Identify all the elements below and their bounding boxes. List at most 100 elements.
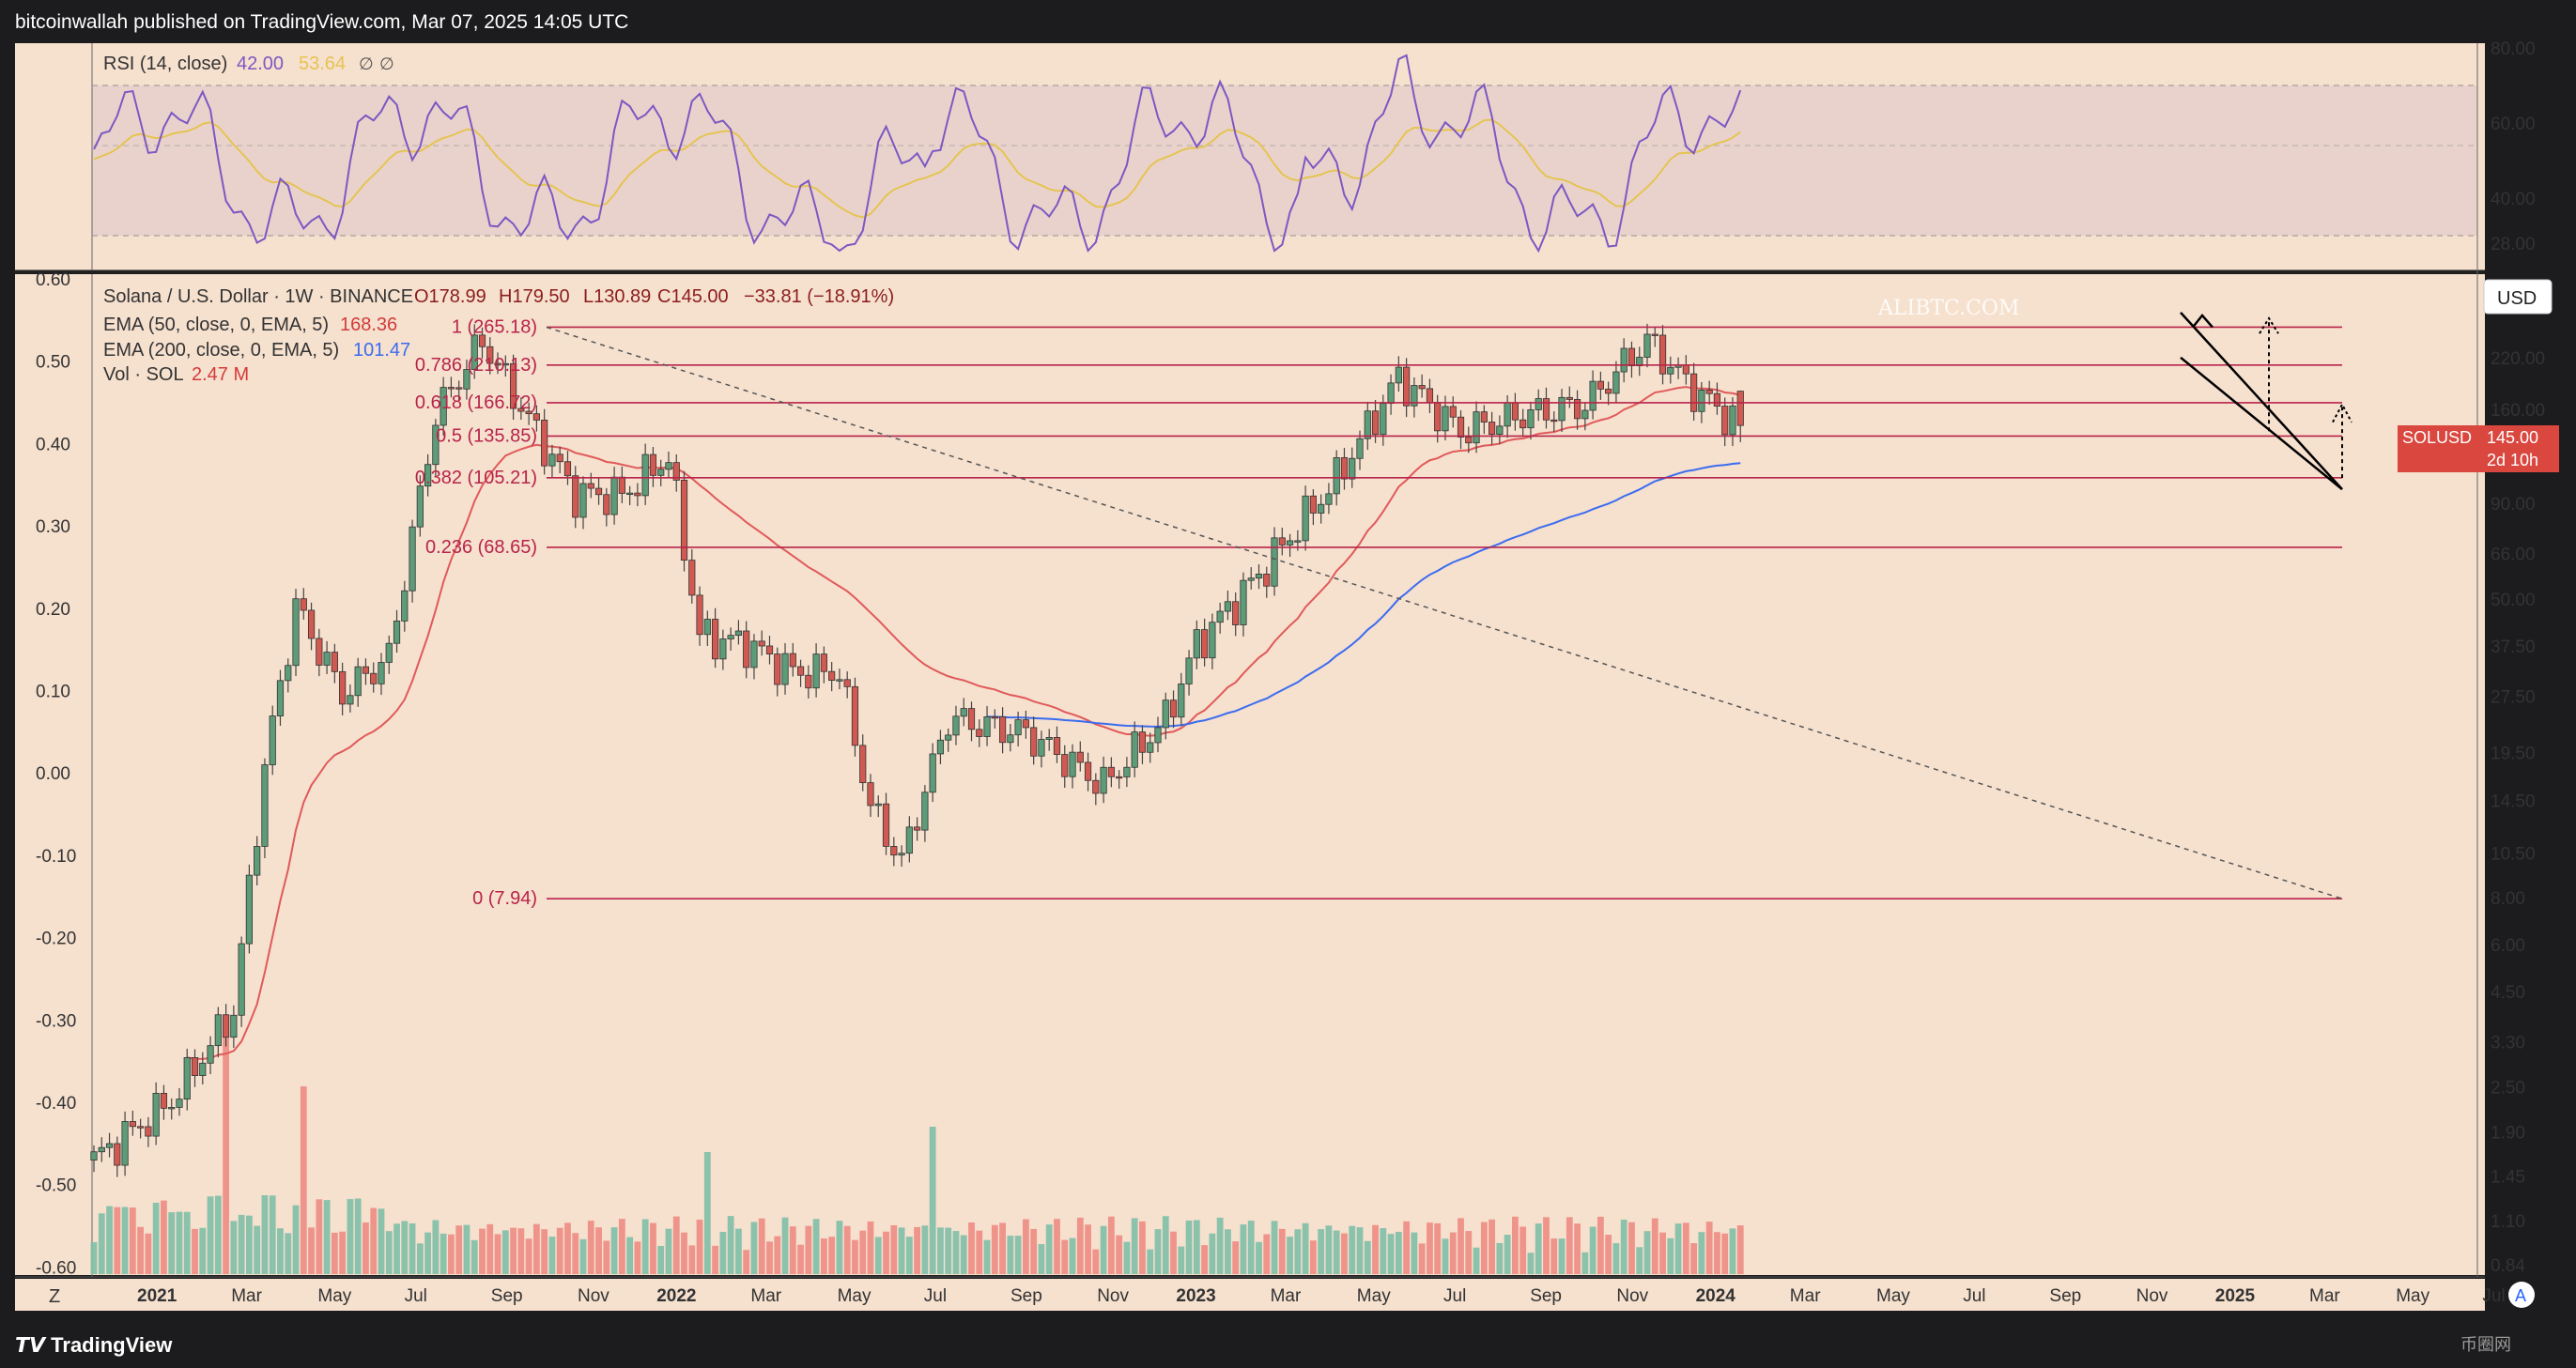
volume-bar xyxy=(1480,1222,1488,1274)
candle-body xyxy=(734,630,743,637)
candle-body xyxy=(836,679,843,682)
candle-body xyxy=(1209,622,1216,659)
fib-level-label: 0.786 (210.13) xyxy=(415,355,537,376)
time-axis-label: Mar xyxy=(750,1286,781,1306)
left-axis-tick: 0.40 xyxy=(36,435,70,454)
left-axis-tick: -0.30 xyxy=(36,1011,76,1031)
candle-body xyxy=(1589,380,1597,411)
candle-body xyxy=(191,1057,199,1076)
volume-bar xyxy=(114,1207,121,1274)
candle-body xyxy=(1286,540,1294,546)
candle-body xyxy=(323,652,331,666)
volume-bar xyxy=(812,1219,820,1274)
candle-body xyxy=(587,483,594,489)
volume-bar xyxy=(952,1231,960,1274)
candle-body xyxy=(1736,391,1744,426)
candle-body xyxy=(532,413,540,421)
volume-bar xyxy=(137,1226,145,1274)
volume-bar xyxy=(1519,1226,1527,1274)
volume-bar xyxy=(789,1226,796,1274)
price-axis-tick: 19.50 xyxy=(2491,744,2536,763)
auto-scale-button[interactable]: A xyxy=(2515,1286,2526,1305)
publisher-header: bitcoinwallah published on TradingView.c… xyxy=(0,0,2576,45)
volume-value: 2.47 M xyxy=(192,364,249,385)
auto-scale-button-ring[interactable] xyxy=(2508,1282,2535,1308)
volume-bar xyxy=(1038,1244,1045,1274)
volume-bar xyxy=(1256,1241,1262,1274)
candle-body xyxy=(594,487,603,496)
candle-body xyxy=(1395,366,1402,384)
candle-body xyxy=(1527,409,1535,429)
volume-bar xyxy=(90,1242,98,1274)
time-axis-label: 2024 xyxy=(1696,1286,1736,1306)
candle-body xyxy=(967,708,976,730)
candle-body xyxy=(1667,366,1674,375)
candle-body xyxy=(307,609,316,639)
candle-body xyxy=(207,1045,214,1064)
volume-bar xyxy=(1333,1230,1340,1274)
candle-body xyxy=(1193,629,1200,659)
candle-body xyxy=(843,679,851,687)
candle-body xyxy=(501,362,509,366)
candle-body xyxy=(905,826,913,854)
rsi-ma-line xyxy=(93,118,1741,219)
candle-body xyxy=(331,652,338,672)
volume-bar xyxy=(409,1222,416,1274)
left-axis-tick: 0.00 xyxy=(36,764,70,784)
volume-bar xyxy=(968,1222,975,1274)
volume-bar xyxy=(1411,1232,1418,1274)
candle-body xyxy=(214,1014,222,1047)
time-axis-label: Nov xyxy=(1616,1286,1648,1306)
candle-body xyxy=(1045,736,1053,740)
candle-body xyxy=(137,1126,145,1129)
candle-body xyxy=(929,753,936,793)
candle-body xyxy=(1496,425,1504,436)
candle-body xyxy=(750,640,758,669)
candle-body xyxy=(1682,364,1689,375)
candle-body xyxy=(409,526,416,592)
candle-body xyxy=(525,410,532,415)
log-scale-button[interactable]: Z xyxy=(49,1286,60,1307)
candle-body xyxy=(1504,402,1511,427)
candle-body xyxy=(712,619,719,660)
candle-body xyxy=(851,685,859,746)
volume-bar xyxy=(339,1231,347,1274)
time-axis-label: Sep xyxy=(1010,1286,1042,1306)
volume-bar xyxy=(1736,1225,1744,1274)
candle-body xyxy=(874,803,882,807)
candle-body xyxy=(440,387,447,426)
currency-button[interactable] xyxy=(2483,279,2553,315)
time-axis-label: May xyxy=(317,1286,351,1306)
candle-body xyxy=(432,424,440,466)
volume-bar xyxy=(976,1230,983,1274)
time-axis-label: Jul xyxy=(405,1286,427,1306)
candle-body xyxy=(105,1143,114,1148)
candle-body xyxy=(1302,495,1309,542)
ohlc-change: −33.81 (−18.91%) xyxy=(744,286,894,307)
volume-bar xyxy=(595,1227,602,1274)
volume-bar xyxy=(890,1225,898,1274)
volume-bar xyxy=(510,1227,517,1274)
wedge-support-line xyxy=(2180,356,2343,491)
left-axis-tick: 0.60 xyxy=(36,270,70,290)
volume-bar xyxy=(1085,1224,1091,1274)
candle-body xyxy=(1349,457,1356,480)
left-axis-tick: 0.30 xyxy=(36,517,70,537)
x-axis-bar xyxy=(15,1279,2485,1311)
volume-bar xyxy=(401,1221,409,1274)
volume-bar xyxy=(1535,1223,1542,1274)
candle-body xyxy=(1627,347,1636,367)
volume-bar xyxy=(1612,1243,1620,1274)
time-axis-label: May xyxy=(2396,1286,2429,1306)
volume-bar xyxy=(1349,1225,1356,1274)
volume-bar xyxy=(1147,1249,1154,1274)
volume-bar xyxy=(261,1194,269,1274)
volume-bar xyxy=(448,1234,455,1274)
volume-bar xyxy=(883,1231,889,1274)
volume-bar xyxy=(1418,1243,1426,1274)
candle-body xyxy=(1053,736,1061,755)
volume-bar xyxy=(618,1219,625,1274)
tradingview-logo[interactable]: 𝙏𝙑 TradingView xyxy=(15,1333,172,1358)
volume-bar xyxy=(230,1221,238,1274)
